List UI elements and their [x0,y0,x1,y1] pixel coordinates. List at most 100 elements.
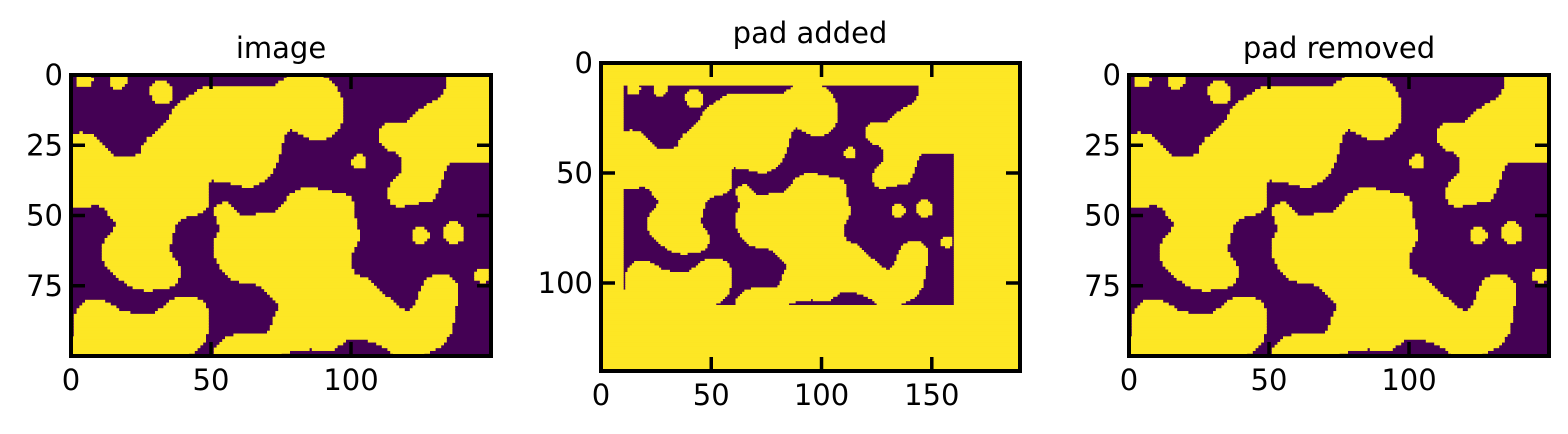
axis-ticks: 0 50 100 0 25 50 75 [26,58,491,397]
heatmap-cell [713,102,838,106]
heatmap-cell [1448,184,1500,188]
heatmap-cell [390,198,433,203]
heatmap-cell [1171,226,1234,231]
heatmap-cell [1252,91,1399,96]
heatmap-cell [845,155,856,159]
heatmap-cell [1176,277,1236,281]
heatmap-cell [601,355,1021,359]
heatmap-cell [1537,280,1544,284]
heatmap-cell [704,258,723,262]
heatmap-cell [916,96,1021,99]
heatmap-cell [601,234,624,238]
heatmap-cell [953,173,1021,176]
heatmap-cell [883,151,1021,154]
heatmap-cell [601,272,624,275]
heatmap-cell [71,159,279,163]
heatmap-cell [233,333,450,337]
heatmap-cell [1325,330,1511,335]
heatmap-cell [216,215,355,219]
heatmap-cell [71,162,276,166]
heatmap-cell [601,342,1021,346]
heatmap-cell [601,129,624,132]
x-tick-label: 50 [693,378,730,412]
heatmap-cell [601,274,624,277]
heatmap-cell [953,192,1021,196]
heatmap-cell [71,150,111,155]
heatmap-cell [1481,105,1550,110]
heatmap-cell [1129,150,1169,155]
heatmap-cell [601,300,721,304]
heatmap-cell [418,294,458,298]
heatmap-cell [874,300,906,304]
heatmap-cell [1229,111,1402,115]
heatmap-cell [1129,181,1267,186]
heatmap-cell [649,214,704,218]
heatmap-cell [219,226,358,231]
heatmap-cell [1333,209,1413,214]
heatmap-cell [1299,184,1312,188]
heatmap-cell [225,271,355,276]
heatmap-cell [658,201,706,205]
heatmap-cell [73,325,209,329]
heatmap-cell [1129,184,1267,188]
heatmap-cell [1470,235,1488,239]
heatmap-cell [953,175,1021,178]
heatmap-cell [1271,240,1416,245]
heatmap-cell [1277,226,1416,231]
heatmap-cell [918,87,1021,90]
heatmap-cell [1224,302,1264,307]
heatmap-cell [1168,83,1183,87]
heatmap-cell [601,100,624,104]
heatmap-cell [1165,235,1231,239]
heatmap-cell [267,330,453,335]
heatmap-cell [1271,249,1413,253]
heatmap-cell [1336,302,1455,307]
heatmap-cell [1277,266,1410,270]
heatmap-cell [601,223,624,227]
heatmap-cell [423,105,492,110]
heatmap-cell [601,243,624,247]
heatmap-cell [230,277,369,281]
heatmap-cell [953,153,1021,156]
heatmap-cell [76,308,120,312]
heatmap-cell [1243,97,1402,101]
heatmap-cell [918,93,1021,97]
heatmap-cell [953,221,1021,225]
heatmap-cell [401,162,450,166]
heatmap-cell [222,268,355,273]
heatmap-cell [790,87,827,90]
heatmap-cell [601,217,624,220]
heatmap-cell [896,254,928,258]
heatmap-cell [423,280,456,284]
heatmap-cell [1165,209,1262,214]
heatmap-cell [110,232,173,236]
heatmap-cell [146,136,285,141]
heatmap-cell [892,265,926,269]
heatmap-cell [1339,204,1413,208]
heatmap-cell [432,274,450,278]
heatmap-cell [916,203,933,207]
heatmap-cell [219,263,352,267]
panel-image: image 0 50 100 0 25 50 75 [26,31,493,397]
heatmap-cell [115,274,181,278]
heatmap-cell [1465,119,1550,124]
heatmap-cell [601,311,1021,315]
heatmap-cell [953,287,1021,291]
heatmap-cell [786,188,847,192]
heatmap-cell [169,299,204,304]
heatmap-cell [1333,311,1514,315]
heatmap-cell [892,210,906,214]
heatmap-cell [1490,100,1550,104]
heatmap-cell [1327,327,1511,332]
heatmap-cell [398,173,444,177]
image-heatmap [1129,75,1550,357]
heatmap-cell [907,241,922,244]
heatmap-cell [1129,190,1267,194]
heatmap-cell [76,83,92,87]
heatmap-cell [953,298,1021,302]
heatmap-cell [1358,187,1376,191]
heatmap-cell [601,118,624,121]
heatmap-cell [953,232,1021,236]
heatmap-cell [1274,344,1396,349]
heatmap-cell [135,153,279,158]
